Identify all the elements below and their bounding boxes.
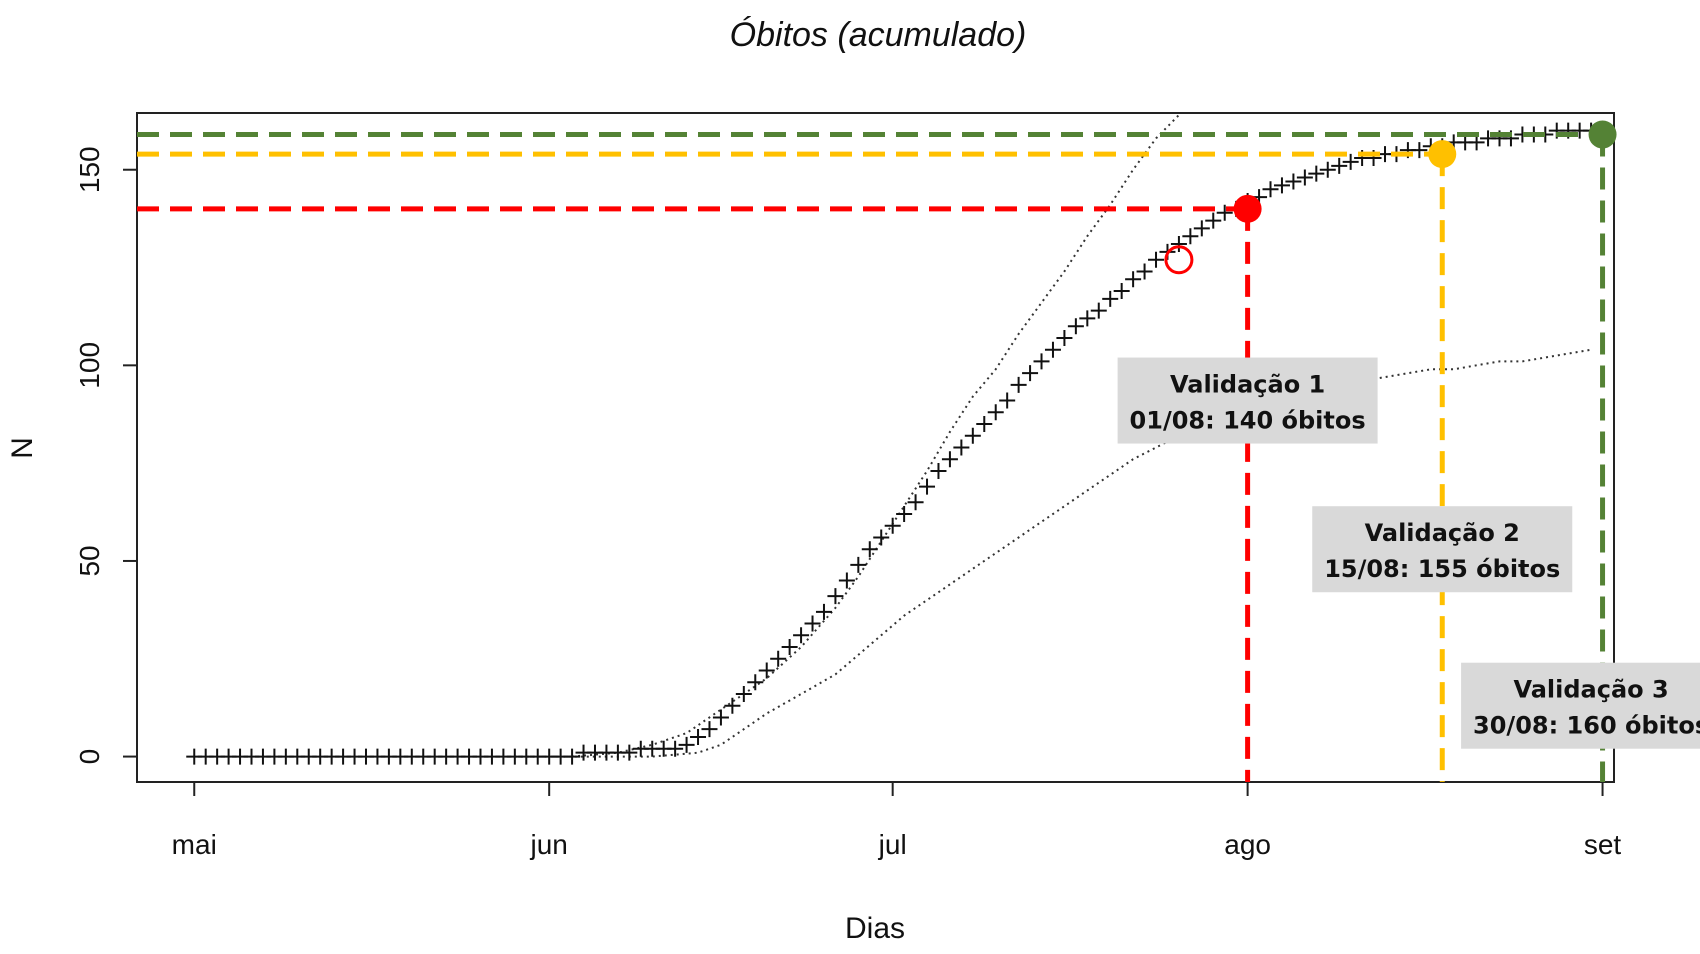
validation-2-label: Validação 2 bbox=[1365, 519, 1520, 547]
observed-point bbox=[1102, 290, 1119, 307]
y-tick-label-0: 0 bbox=[74, 749, 105, 765]
observed-series bbox=[186, 122, 1611, 765]
observed-point bbox=[1193, 220, 1210, 237]
observed-point bbox=[1285, 173, 1302, 190]
observed-point bbox=[735, 685, 752, 702]
x-axis: mai jun jul ago set bbox=[172, 782, 1622, 860]
highlight-marker bbox=[1164, 245, 1194, 275]
observed-point bbox=[1136, 263, 1153, 280]
observed-point bbox=[1170, 236, 1187, 253]
validation-1-box-bg bbox=[1117, 357, 1378, 444]
observed-point bbox=[747, 674, 764, 691]
observed-point bbox=[701, 721, 718, 738]
observed-point bbox=[953, 439, 970, 456]
observed-point bbox=[827, 588, 844, 605]
observed-point bbox=[987, 404, 1004, 421]
validation-1-detail: 01/08: 140 óbitos bbox=[1130, 407, 1366, 435]
validation-1-dot bbox=[1233, 194, 1262, 223]
observed-point bbox=[861, 541, 878, 558]
validation-2-dot bbox=[1428, 140, 1457, 169]
validation-3-label: Validação 3 bbox=[1513, 676, 1668, 704]
observed-point bbox=[1331, 157, 1348, 174]
plot-frame bbox=[136, 112, 1615, 783]
observed-point bbox=[1125, 271, 1142, 288]
upper-bound-line bbox=[572, 114, 1180, 758]
validation-1-box: Validação 1 01/08: 140 óbitos bbox=[1117, 357, 1378, 444]
observed-point bbox=[919, 478, 936, 495]
observed-point bbox=[1067, 318, 1084, 335]
observed-point bbox=[1319, 161, 1336, 178]
observed-point bbox=[838, 572, 855, 589]
observed-point bbox=[896, 506, 913, 523]
chart-title: Óbitos (acumulado) bbox=[730, 16, 1027, 54]
x-tick-label-set: set bbox=[1584, 829, 1622, 860]
y-axis: 0 50 100 150 bbox=[74, 146, 137, 764]
observed-point bbox=[1308, 165, 1325, 182]
x-tick-label-jun: jun bbox=[529, 829, 567, 860]
observed-point bbox=[712, 709, 729, 726]
observed-point bbox=[964, 427, 981, 444]
observed-point bbox=[1296, 169, 1313, 186]
observed-point bbox=[1205, 212, 1222, 229]
observed-point bbox=[1056, 329, 1073, 346]
observed-point bbox=[941, 451, 958, 468]
observed-point bbox=[564, 748, 581, 765]
observed-point bbox=[1342, 153, 1359, 170]
x-axis-label: Dias bbox=[845, 912, 905, 945]
observed-point bbox=[804, 615, 821, 632]
observed-point bbox=[1216, 204, 1233, 221]
observed-point bbox=[1079, 310, 1096, 327]
x-tick-label-jul: jul bbox=[878, 829, 907, 860]
observed-point bbox=[1044, 341, 1061, 358]
y-tick-label-100: 100 bbox=[74, 342, 105, 389]
validation-3-box: Validação 3 30/08: 160 óbitos bbox=[1461, 662, 1700, 749]
highlight-open-circle bbox=[1164, 245, 1194, 275]
observed-point bbox=[1113, 283, 1130, 300]
validation-3-dot bbox=[1588, 120, 1617, 149]
observed-point bbox=[930, 462, 947, 479]
observed-point bbox=[1411, 142, 1428, 159]
observed-point bbox=[1148, 251, 1165, 268]
observed-point bbox=[793, 627, 810, 644]
confidence-bounds bbox=[514, 114, 1592, 758]
y-tick-label-50: 50 bbox=[74, 545, 105, 576]
observed-point bbox=[1090, 302, 1107, 319]
observed-point bbox=[781, 639, 798, 656]
observed-point bbox=[999, 392, 1016, 409]
y-tick-label-150: 150 bbox=[74, 146, 105, 193]
observed-point bbox=[678, 736, 695, 753]
observed-point bbox=[884, 517, 901, 534]
observed-point bbox=[621, 744, 638, 761]
y-axis-label: N bbox=[6, 437, 39, 459]
x-tick-label-ago: ago bbox=[1224, 829, 1271, 860]
validation-2-box: Validação 2 15/08: 155 óbitos bbox=[1312, 506, 1573, 593]
observed-point bbox=[850, 556, 867, 573]
observed-point bbox=[1033, 353, 1050, 370]
observed-point bbox=[1022, 365, 1039, 382]
validation-lines bbox=[137, 120, 1617, 782]
observed-point bbox=[873, 529, 890, 546]
observed-point bbox=[770, 650, 787, 667]
validation-3-detail: 30/08: 160 óbitos bbox=[1473, 712, 1700, 740]
observed-point bbox=[667, 740, 684, 757]
observed-point bbox=[724, 697, 741, 714]
observed-point bbox=[1182, 228, 1199, 245]
validation-3-box-bg bbox=[1461, 662, 1700, 749]
observed-point bbox=[1010, 376, 1027, 393]
validation-2-box-bg bbox=[1312, 506, 1573, 593]
validation-2-detail: 15/08: 155 óbitos bbox=[1324, 555, 1560, 583]
observed-point bbox=[758, 662, 775, 679]
observed-point bbox=[1262, 181, 1279, 198]
observed-point bbox=[976, 416, 993, 433]
validation-1-label: Validação 1 bbox=[1170, 371, 1325, 399]
observed-point bbox=[815, 603, 832, 620]
observed-point bbox=[690, 729, 707, 746]
observed-point bbox=[1273, 177, 1290, 194]
x-tick-label-mai: mai bbox=[172, 829, 217, 860]
observed-point bbox=[907, 494, 924, 511]
validation-boxes: Validação 1 01/08: 140 óbitos Validação 2 1… bbox=[1117, 357, 1700, 749]
